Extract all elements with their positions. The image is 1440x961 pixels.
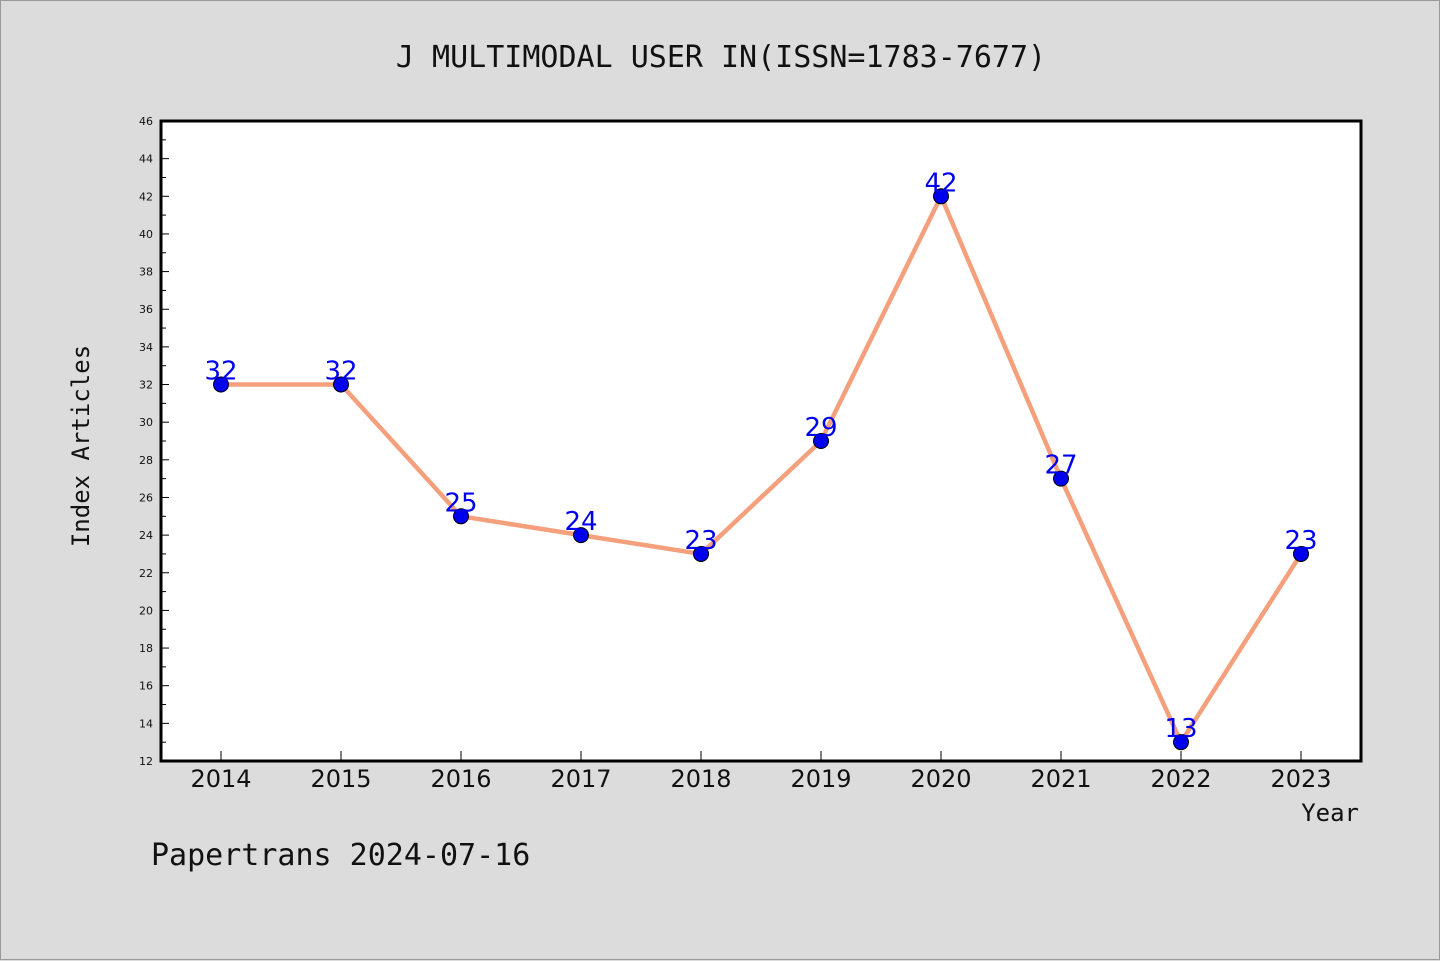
data-point xyxy=(1173,734,1189,751)
data-point xyxy=(1293,545,1309,562)
x-axis: 2014 2015 2016 2017 2018 2019 2020 2021 2022 2023 xyxy=(190,751,1332,793)
data-label: 42 xyxy=(924,168,957,198)
y-tick-label: 20 xyxy=(139,604,153,617)
y-tick-label: 12 xyxy=(139,755,153,768)
y-tick-label: 14 xyxy=(139,717,153,730)
y-tick-label: 30 xyxy=(139,416,153,429)
x-tick-label: 2015 xyxy=(310,765,371,793)
plot-area xyxy=(159,119,1363,763)
data-label: 13 xyxy=(1164,714,1197,744)
y-tick-label: 40 xyxy=(139,228,153,241)
y-tick-label: 26 xyxy=(139,491,153,504)
y-tick-label: 34 xyxy=(139,341,153,354)
data-point xyxy=(453,508,469,525)
x-tick-label: 2022 xyxy=(1150,765,1211,793)
y-tick-label: 38 xyxy=(139,266,153,279)
data-point xyxy=(813,433,829,449)
data-label: 23 xyxy=(684,526,717,556)
data-point xyxy=(933,188,949,205)
y-tick-label: 36 xyxy=(139,303,153,316)
y-tick-label: 46 xyxy=(139,115,153,128)
data-point xyxy=(213,376,229,393)
data-point xyxy=(573,527,589,544)
series-layer xyxy=(213,188,1309,751)
y-tick-label: 24 xyxy=(139,529,153,542)
y-tick-label: 18 xyxy=(139,642,153,655)
x-tick-label: 2014 xyxy=(190,765,251,793)
data-label: 25 xyxy=(444,488,477,518)
footer-credit: Papertrans 2024-07-16 xyxy=(151,838,530,873)
y-tick-label: 42 xyxy=(139,190,153,203)
x-tick-label: 2020 xyxy=(910,765,971,793)
x-tick-label: 2016 xyxy=(430,765,491,793)
data-point xyxy=(333,376,349,393)
y-tick-label: 44 xyxy=(139,153,153,166)
data-point xyxy=(1053,470,1069,487)
y-tick-label: 32 xyxy=(139,379,153,392)
y-tick-label: 22 xyxy=(139,567,153,580)
y-axis-title: Index Articles xyxy=(67,345,95,547)
chart-title: J MULTIMODAL USER IN(ISSN=1783-7677) xyxy=(396,40,1046,75)
data-label: 27 xyxy=(1044,451,1077,481)
data-label: 29 xyxy=(804,413,837,443)
series-line xyxy=(218,194,1304,745)
data-labels-layer: 32 32 25 24 23 29 42 27 13 23 xyxy=(204,168,1317,744)
data-label: 23 xyxy=(1284,526,1317,556)
data-point xyxy=(693,545,709,562)
x-tick-label: 2017 xyxy=(550,765,611,793)
x-tick-label: 2021 xyxy=(1030,765,1091,793)
data-label: 24 xyxy=(564,507,597,537)
y-tick-label: 16 xyxy=(139,680,153,693)
y-tick-label: 28 xyxy=(139,454,153,467)
data-label: 32 xyxy=(324,357,357,387)
x-tick-label: 2023 xyxy=(1270,765,1331,793)
y-axis: 12 14 16 18 20 22 24 26 28 30 32 34 36 38 40 42 44 46 xyxy=(139,115,169,768)
x-axis-title: Year xyxy=(1301,799,1359,827)
x-tick-label: 2018 xyxy=(670,765,731,793)
x-tick-label: 2019 xyxy=(790,765,851,793)
data-label: 32 xyxy=(204,357,237,387)
